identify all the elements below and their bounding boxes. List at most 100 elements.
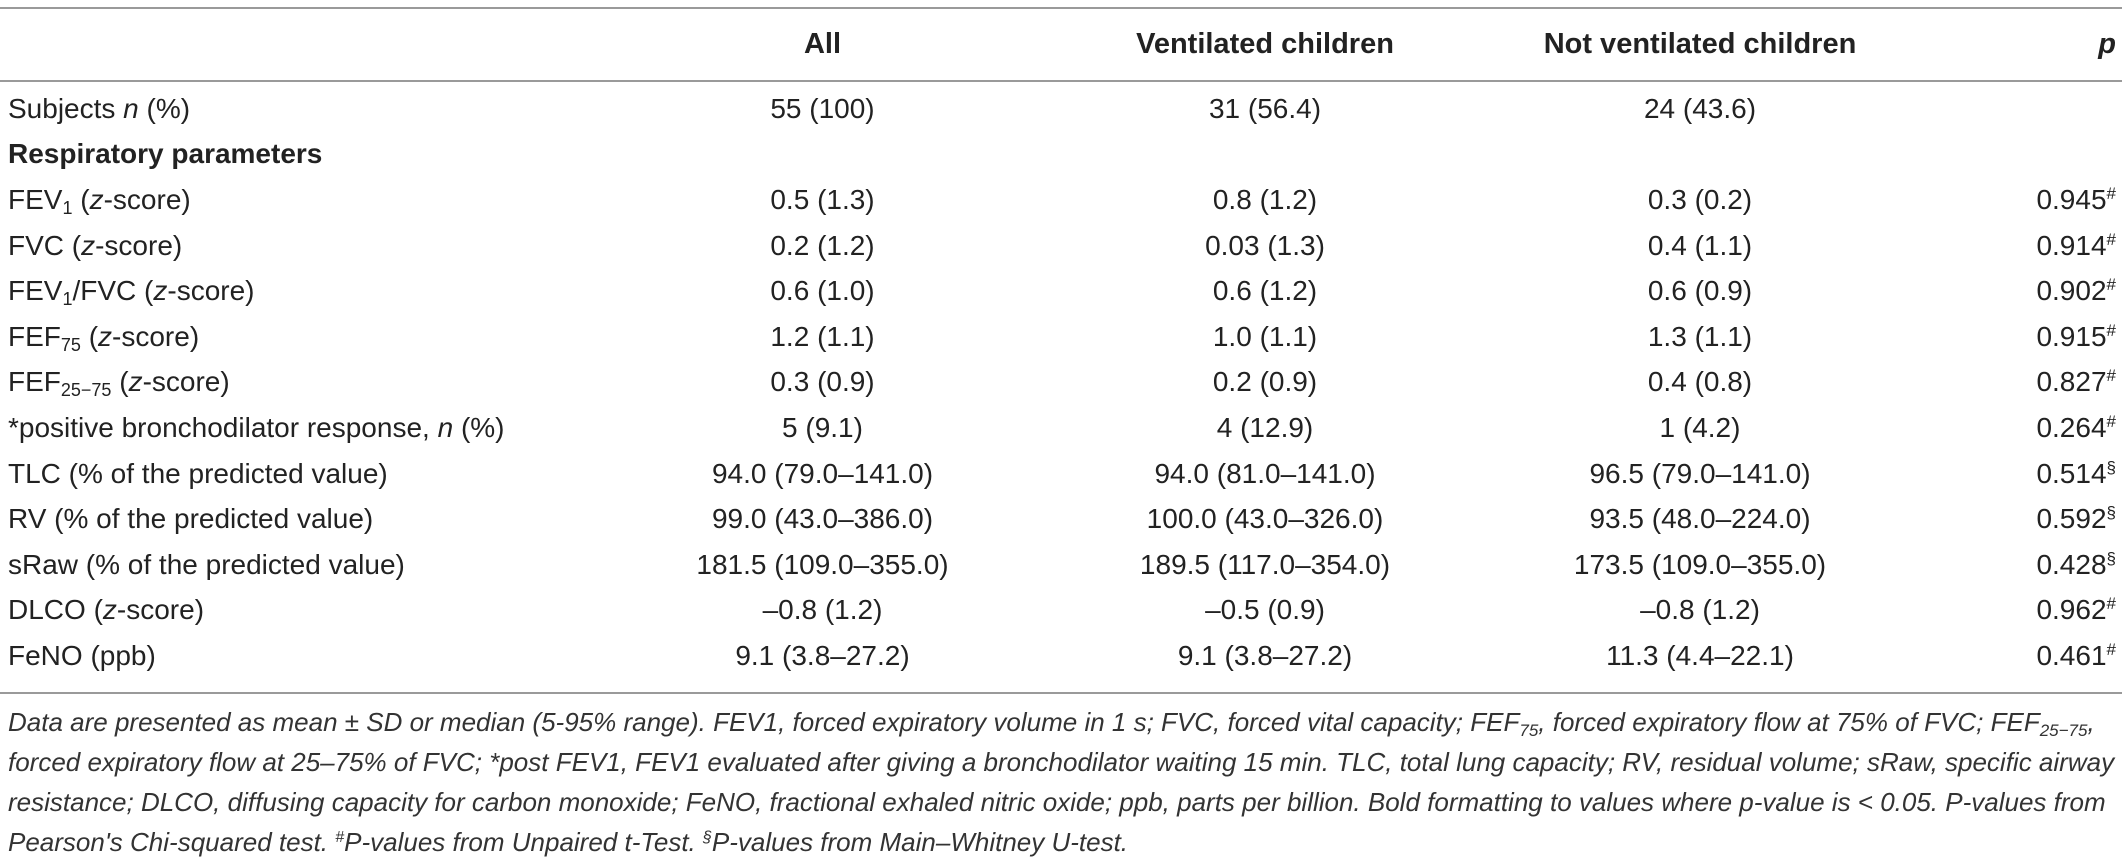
row-label-rest: ( [80, 320, 99, 352]
row-label-rest: ( [111, 366, 129, 398]
cell-not-ventilated: –0.8 (1.2) [1640, 594, 1760, 626]
cell-not-ventilated: 93.5 (48.0–224.0) [1589, 503, 1811, 535]
data-table: All Ventilated children Not ventilated c… [0, 9, 2122, 679]
row-label-name: sRaw (% of the predicted value) [8, 548, 405, 580]
p-value-mark: # [2106, 183, 2116, 203]
row-label: FEV1/FVC (z-score) [0, 268, 605, 314]
cell-all: 94.0 (79.0–141.0) [711, 457, 934, 489]
subjects-label-italic: n [123, 92, 139, 124]
p-value-mark: # [2106, 229, 2116, 249]
header-p: p [2098, 28, 2116, 60]
subjects-not-ventilated: 24 (43.6) [1643, 92, 1757, 124]
row-label-rest: ( [72, 183, 90, 215]
p-value-mark: # [2106, 320, 2116, 340]
footnote-part5: P-values from Main–Whitney U-test. [711, 827, 1129, 857]
cell-all: –0.8 (1.2) [762, 594, 883, 626]
subjects-label-suffix: (%) [138, 92, 191, 124]
row-label-sub: 25−75 [60, 380, 112, 401]
footnote-mark1: # [335, 829, 345, 846]
row-label: FEV1 (z-score) [0, 177, 605, 223]
cell-not-ventilated: 1.3 (1.1) [1647, 320, 1753, 352]
footnote-part1: Data are presented as mean ± SD or media… [8, 707, 1520, 737]
cell-p: 0.592§ [1910, 496, 2122, 542]
cell-p: 0.461# [1910, 633, 2122, 679]
row-label-name: FEV [8, 183, 63, 215]
footnote-part2: , forced expiratory flow at 75% of FVC; … [1538, 707, 2040, 737]
row-label: DLCO (z-score) [0, 588, 605, 634]
row-label-rest: /FVC ( [72, 275, 154, 307]
cell-ventilated: 4 (12.9) [1216, 411, 1314, 443]
cell-all: 0.5 (1.3) [770, 183, 875, 215]
cell-p: 0.945# [1910, 177, 2122, 223]
footnote-sub1: 75 [1519, 721, 1539, 740]
cell-ventilated: 9.1 (3.8–27.2) [1177, 639, 1353, 671]
p-value: 0.902 [2036, 275, 2107, 307]
cell-ventilated: 0.03 (1.3) [1205, 229, 1325, 261]
row-label-italic: z [89, 183, 104, 215]
cell-p: 0.962# [1910, 588, 2122, 634]
table-body: Subjects n (%) 55 (100) 31 (56.4) 24 (43… [0, 80, 2122, 679]
cell-not-ventilated: 173.5 (109.0–355.0) [1573, 548, 1827, 580]
p-value: 0.461 [2036, 639, 2107, 671]
row-label-name: FEF [8, 320, 61, 352]
row-label-after: -score) [167, 275, 255, 307]
row-label-after: -score) [116, 594, 205, 626]
cell-ventilated: 0.6 (1.2) [1212, 275, 1318, 307]
p-value-mark: § [2106, 457, 2116, 477]
p-value-mark: # [2106, 275, 2116, 295]
cell-all: 0.6 (1.0) [770, 275, 875, 307]
p-value-mark: # [2106, 639, 2116, 659]
p-value-mark: § [2106, 548, 2116, 568]
p-value: 0.264 [2036, 411, 2107, 443]
cell-ventilated: 189.5 (117.0–354.0) [1139, 548, 1391, 580]
cell-ventilated: –0.5 (0.9) [1205, 594, 1325, 626]
row-label: RV (% of the predicted value) [0, 496, 605, 542]
footnote-part3: , forced expiratory flow at 25–75% of FV… [8, 707, 2115, 857]
table-row: FVC (z-score) 0.2 (1.2) 0.03 (1.3) 0.4 (1.1… [0, 223, 2122, 269]
p-value: 0.945 [2036, 183, 2107, 215]
row-label-after: -score) [103, 183, 191, 215]
subjects-p [1910, 80, 2122, 132]
p-value-mark: # [2106, 411, 2116, 431]
row-label-italic: z [98, 320, 113, 352]
table-row: RV (% of the predicted value) 99.0 (43.0–… [0, 496, 2122, 542]
subjects-ventilated: 31 (56.4) [1208, 92, 1322, 124]
row-label: FEF25−75 (z-score) [0, 360, 605, 406]
p-value: 0.428 [2036, 548, 2107, 580]
row-label-name: RV (% of the predicted value) [8, 503, 374, 535]
table-row: FEF75 (z-score) 1.2 (1.1) 1.0 (1.1) 1.3 (1.… [0, 314, 2122, 360]
p-value-mark: § [2106, 503, 2116, 523]
p-value: 0.915 [2036, 320, 2107, 352]
header-ventilated: Ventilated children [1136, 28, 1394, 60]
cell-not-ventilated: 0.4 (1.1) [1647, 229, 1753, 261]
row-label: *positive bronchodilator response, n (%) [0, 405, 605, 451]
cell-ventilated: 100.0 (43.0–326.0) [1146, 503, 1384, 535]
p-value-mark: # [2106, 366, 2116, 386]
cell-not-ventilated: 0.6 (0.9) [1647, 275, 1753, 307]
row-label-after: -score) [112, 320, 200, 352]
row-label-italic: z [128, 366, 143, 398]
row-label-name: DLCO ( [8, 594, 103, 626]
row-label-italic: n [437, 411, 454, 443]
cell-ventilated: 94.0 (81.0–141.0) [1154, 457, 1376, 489]
cell-not-ventilated: 11.3 (4.4–22.1) [1606, 639, 1794, 671]
cell-p: 0.902# [1910, 268, 2122, 314]
footnote-part4: P-values from Unpaired t-Test. [344, 827, 703, 857]
header-all: All [803, 28, 842, 60]
subjects-row: Subjects n (%) 55 (100) 31 (56.4) 24 (43… [0, 80, 2122, 132]
bottom-rule [0, 692, 2122, 694]
row-label-italic: z [81, 229, 96, 261]
row-label-name: FeNO (ppb) [8, 639, 156, 671]
subjects-label: Subjects n (%) [0, 80, 605, 132]
header-rule [0, 80, 2122, 82]
header-label [0, 9, 605, 80]
row-label-name: FEF [8, 366, 61, 398]
cell-all: 1.2 (1.1) [770, 320, 875, 352]
footnote-mark2: § [703, 829, 712, 846]
cell-p: 0.914# [1910, 223, 2122, 269]
cell-ventilated: 0.2 (0.9) [1212, 366, 1318, 398]
footnote-sub2: 25−75 [2039, 721, 2088, 740]
row-label-name: TLC (% of the predicted value) [8, 457, 388, 489]
row-label: FeNO (ppb) [0, 633, 605, 679]
p-value-mark: # [2106, 594, 2116, 614]
